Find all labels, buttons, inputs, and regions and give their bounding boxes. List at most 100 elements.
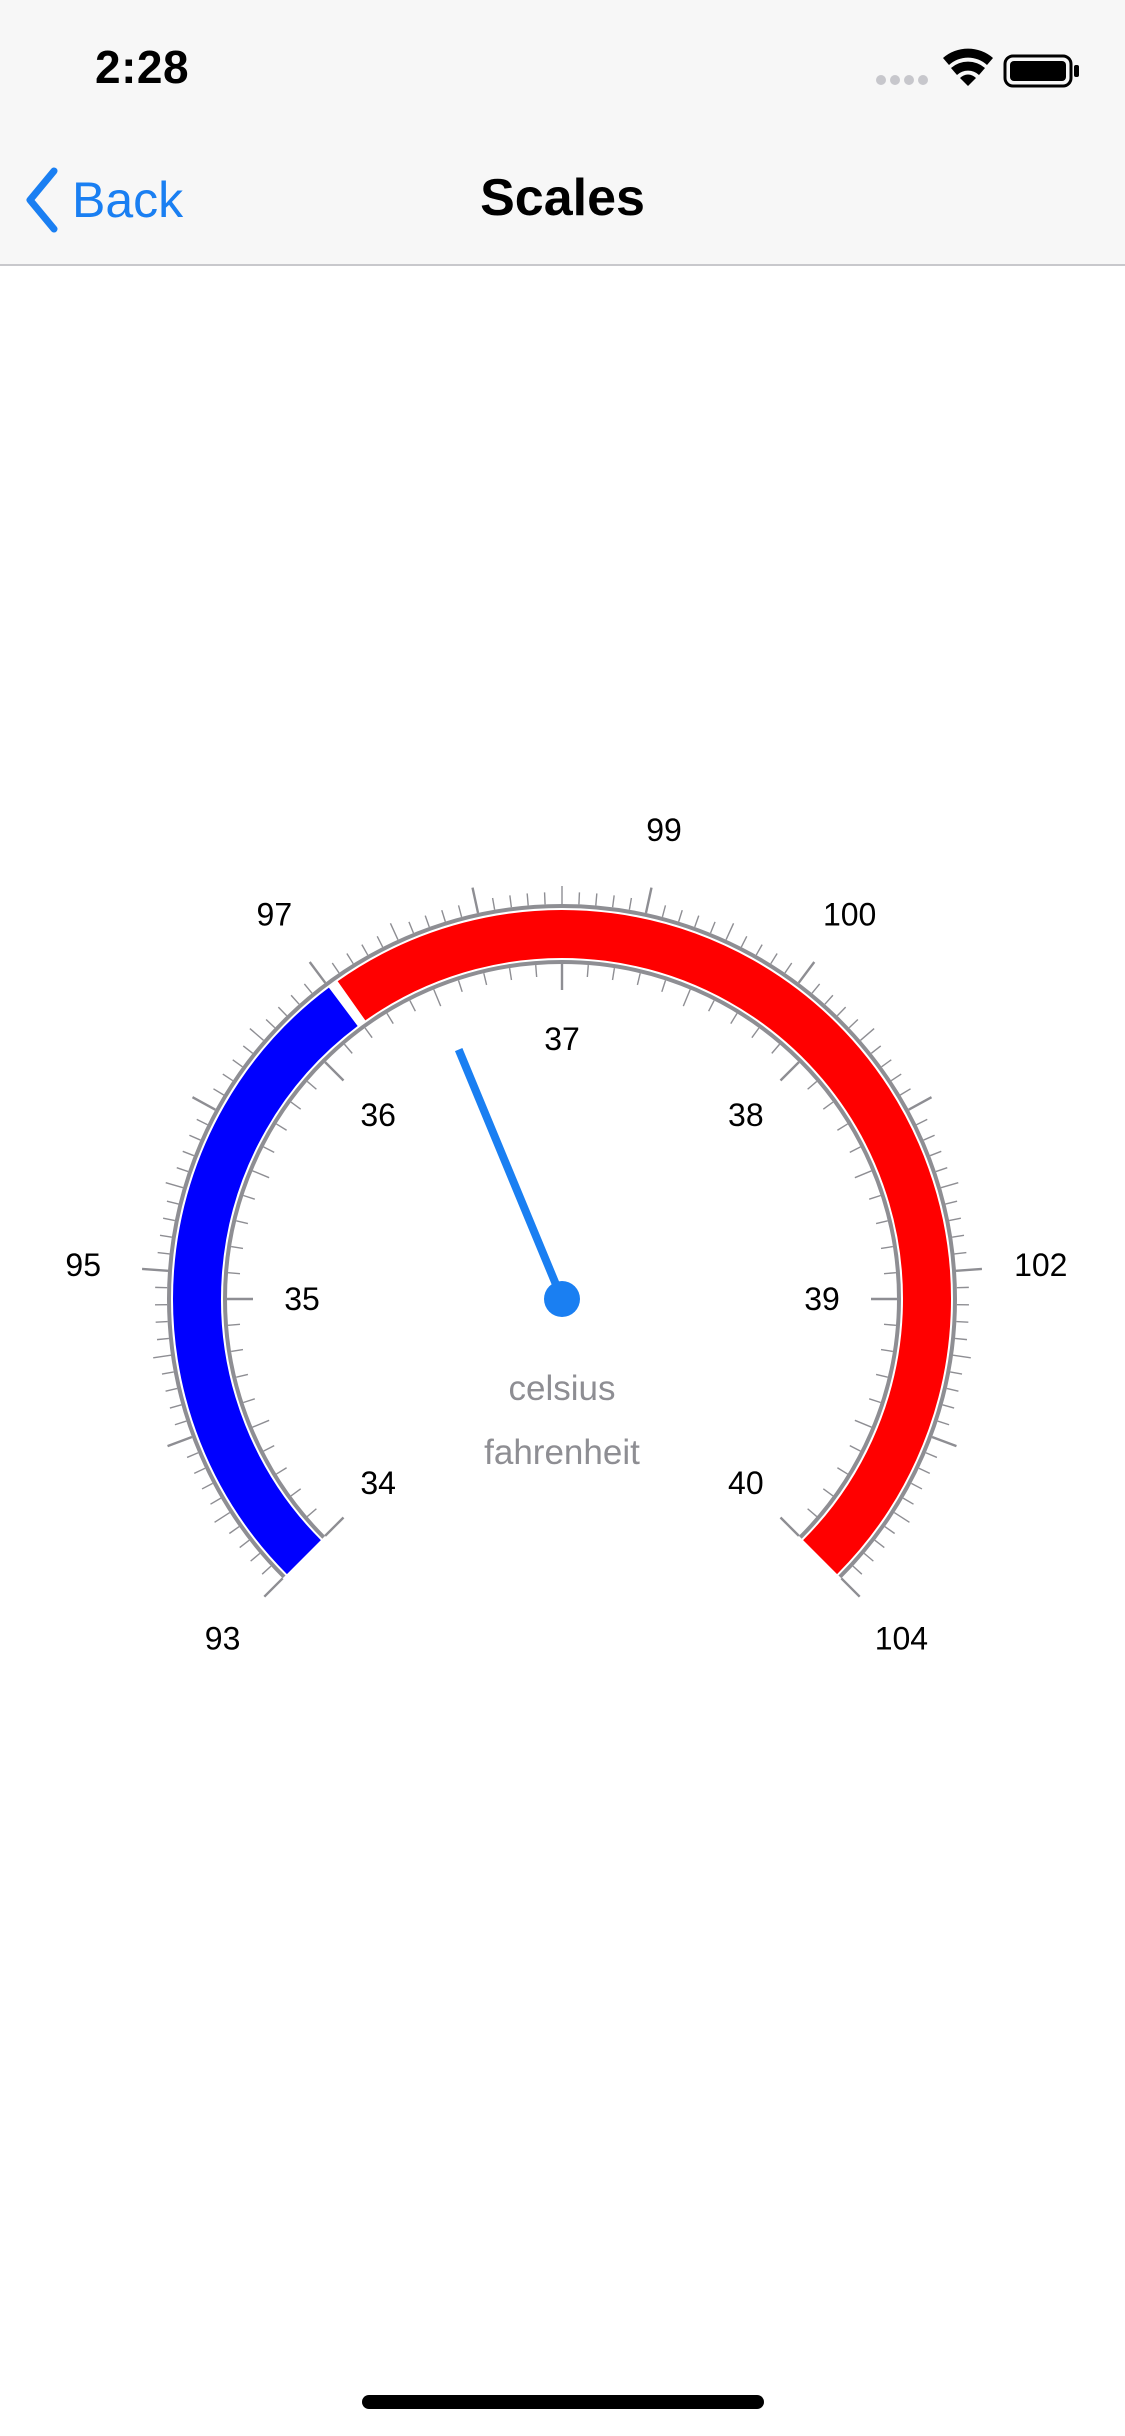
celsius-label: 38 [728, 1097, 764, 1133]
fahrenheit-tick [755, 944, 763, 956]
gauge-pointer [454, 1048, 580, 1317]
fahrenheit-tick [376, 936, 384, 948]
gauge-scale-arcs [167, 904, 957, 1579]
fahrenheit-tick [902, 1497, 914, 1505]
fahrenheit-tick [863, 1552, 874, 1562]
fahrenheit-tick [153, 1354, 172, 1359]
fahrenheit-tick [881, 1059, 892, 1068]
fahrenheit-tick [955, 1267, 983, 1273]
celsius-tick [457, 980, 463, 993]
fahrenheit-tick [824, 994, 834, 1005]
fahrenheit-tick [899, 1088, 911, 1096]
fahrenheit-tick [261, 1565, 272, 1575]
fahrenheit-tick [182, 1150, 195, 1157]
fahrenheit-tick [201, 1482, 213, 1490]
celsius-tick [586, 964, 589, 978]
fahrenheit-tick [628, 897, 633, 910]
status-icons [875, 48, 1085, 88]
fahrenheit-tick [242, 1045, 254, 1054]
fahrenheit-tick [193, 1467, 206, 1474]
celsius-tick [275, 1123, 287, 1131]
gauge-ticks [141, 886, 983, 1598]
fahrenheit-tick [166, 1200, 179, 1205]
fahrenheit-tick [661, 905, 667, 918]
fahrenheit-tick [249, 1028, 264, 1041]
fahrenheit-tick [870, 1045, 882, 1054]
back-button[interactable]: Back [22, 162, 183, 238]
celsius-tick [682, 989, 691, 1007]
fahrenheit-tick [578, 892, 581, 905]
fahrenheit-label: 99 [646, 812, 682, 848]
celsius-tick [837, 1467, 849, 1475]
fahrenheit-tick [852, 1565, 863, 1575]
fahrenheit-tick [918, 1467, 931, 1474]
celsius-tick [343, 1043, 353, 1054]
fahrenheit-tick [937, 1420, 950, 1426]
celsius-tick [611, 968, 616, 981]
fahrenheit-tick [740, 936, 748, 948]
celsius-caption: celsius [509, 1369, 616, 1408]
battery-icon [1003, 54, 1079, 88]
fahrenheit-tick [189, 1134, 201, 1141]
celsius-tick [771, 1043, 781, 1054]
celsius-tick [275, 1467, 287, 1475]
celsius-tick [854, 1170, 872, 1179]
celsius-tick [324, 1061, 345, 1082]
celsius-tick [883, 1272, 897, 1275]
celsius-label: 39 [804, 1281, 840, 1317]
celsius-label: 34 [360, 1465, 396, 1501]
celsius-tick [227, 1323, 241, 1326]
fahrenheit-tick [840, 1577, 861, 1598]
fahrenheit-tick [159, 1234, 172, 1238]
celsius-tick [433, 989, 442, 1007]
range-band-high [337, 910, 951, 1575]
fahrenheit-tick [265, 1019, 276, 1029]
fahrenheit-tick [954, 1337, 968, 1341]
celsius-tick [837, 1123, 849, 1131]
fahrenheit-tick [935, 1167, 948, 1173]
celsius-tick [252, 1170, 270, 1179]
celsius-tick [290, 1101, 302, 1110]
fahrenheit-tick [228, 1526, 240, 1535]
fahrenheit-tick [290, 994, 300, 1005]
fahrenheit-scale-arc [167, 904, 957, 1579]
fahrenheit-tick [232, 1059, 243, 1068]
fahrenheit-tick [725, 923, 735, 940]
fahrenheit-tick [191, 1096, 216, 1111]
pointer-cap [544, 1281, 580, 1317]
celsius-tick [636, 973, 641, 986]
range-band-low [173, 987, 358, 1575]
fahrenheit-tick [155, 1320, 168, 1323]
fahrenheit-tick [911, 1482, 923, 1490]
fahrenheit-label: 104 [875, 1620, 928, 1656]
fahrenheit-tick [874, 1539, 885, 1549]
fahrenheit-tick [250, 1552, 261, 1562]
status-time: 2:28 [95, 41, 190, 93]
celsius-tick [243, 1398, 256, 1404]
celsius-labels: 34 35 36 37 38 39 40 [284, 1021, 840, 1501]
celsius-label: 36 [360, 1097, 396, 1133]
fahrenheit-tick [916, 1118, 928, 1126]
fahrenheit-label: 102 [1014, 1247, 1067, 1283]
fahrenheit-tick [303, 983, 313, 994]
fahrenheit-tick [424, 915, 430, 928]
celsius-tick [231, 1348, 244, 1353]
fahrenheit-tick [678, 909, 683, 922]
celsius-tick [849, 1146, 861, 1153]
celsius-tick [883, 1323, 897, 1326]
celsius-tick [306, 1080, 317, 1090]
celsius-label: 40 [728, 1465, 764, 1501]
fahrenheit-tick [811, 983, 821, 994]
celsius-tick [236, 1220, 249, 1225]
fahrenheit-tick [954, 1251, 967, 1255]
fahrenheit-tick [770, 953, 778, 965]
celsius-tick [849, 1445, 861, 1452]
fahrenheit-label: 100 [823, 897, 876, 933]
celsius-tick [483, 973, 488, 986]
fahrenheit-tick [186, 1452, 199, 1459]
celsius-tick [231, 1245, 244, 1250]
fahrenheit-tick [389, 923, 399, 940]
celsius-tick [730, 1012, 738, 1024]
celsius-tick [868, 1398, 881, 1404]
celsius-tick [875, 1220, 888, 1225]
